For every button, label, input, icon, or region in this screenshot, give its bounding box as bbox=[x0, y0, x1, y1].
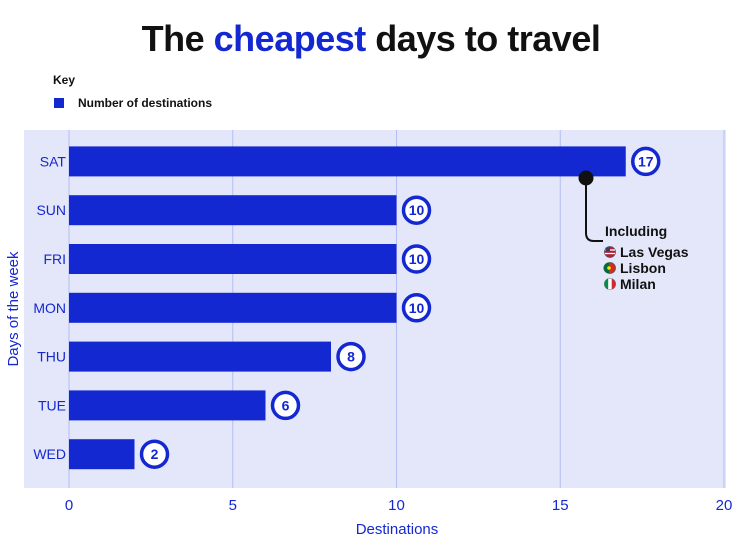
data-label-badge bbox=[401, 195, 432, 225]
y-tick-label: WED bbox=[33, 446, 66, 462]
data-label-badge bbox=[401, 244, 432, 274]
bar bbox=[69, 244, 397, 274]
flag-stripe bbox=[603, 262, 609, 274]
legend-label: Number of destinations bbox=[78, 96, 213, 110]
x-tick-label: 10 bbox=[388, 497, 405, 514]
bar bbox=[69, 292, 397, 323]
title-highlight: cheapest bbox=[213, 18, 367, 59]
annotation-connector bbox=[585, 178, 603, 242]
bar bbox=[69, 195, 397, 226]
data-label: 10 bbox=[409, 251, 425, 267]
y-tick-label: FRI bbox=[43, 251, 66, 267]
y-tick-label: THU bbox=[37, 349, 66, 365]
title-prefix: The bbox=[141, 18, 214, 59]
annotation-item: Lisbon bbox=[620, 260, 666, 276]
title-suffix: days to travel bbox=[365, 18, 601, 59]
annotation-marker bbox=[578, 170, 594, 186]
y-tick-label: MON bbox=[33, 300, 66, 316]
data-label: 6 bbox=[282, 397, 290, 413]
x-tick-label: 20 bbox=[716, 497, 733, 514]
x-tick-label: 15 bbox=[552, 497, 569, 514]
y-tick-label: TUE bbox=[38, 397, 66, 413]
chart-title: The cheapest days to travel bbox=[0, 18, 742, 60]
x-axis-label: Destinations bbox=[356, 521, 439, 538]
annotation-item: Las Vegas bbox=[620, 244, 689, 260]
flag-stripe bbox=[604, 278, 609, 290]
bar bbox=[69, 390, 266, 421]
legend-swatch bbox=[54, 98, 64, 108]
flag-emblem bbox=[607, 266, 611, 270]
y-tick-label: SUN bbox=[36, 202, 66, 218]
annotation-item: Milan bbox=[620, 276, 656, 292]
y-axis-label: Days of the week bbox=[5, 251, 22, 367]
data-label: 10 bbox=[409, 202, 425, 218]
bar bbox=[69, 341, 331, 372]
flag-stripe bbox=[608, 278, 612, 290]
flag-canton bbox=[605, 247, 610, 252]
data-label-badge bbox=[401, 293, 432, 323]
x-tick-label: 0 bbox=[65, 497, 73, 514]
data-label: 8 bbox=[347, 349, 355, 365]
data-label-badge bbox=[631, 146, 661, 177]
annotation-heading: Including bbox=[605, 223, 667, 239]
x-tick-label: 5 bbox=[229, 497, 237, 514]
data-label: 17 bbox=[638, 153, 654, 169]
bar bbox=[69, 146, 626, 177]
bar bbox=[69, 439, 135, 470]
data-label-badge bbox=[139, 439, 170, 469]
data-label-badge bbox=[336, 341, 366, 372]
data-label: 10 bbox=[409, 300, 425, 316]
legend-heading: Key bbox=[53, 73, 76, 87]
data-label: 2 bbox=[151, 446, 159, 462]
flag-stripe bbox=[611, 278, 616, 290]
data-label-badge bbox=[270, 390, 301, 421]
y-tick-label: SAT bbox=[40, 153, 67, 169]
legend-item: Number of destinations bbox=[54, 96, 212, 110]
